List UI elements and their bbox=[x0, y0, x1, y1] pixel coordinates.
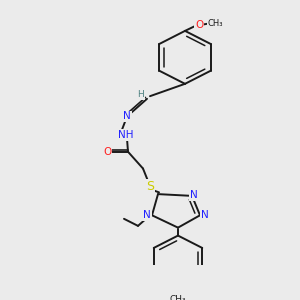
Text: N: N bbox=[143, 210, 151, 220]
Text: N: N bbox=[201, 210, 209, 220]
Text: NH: NH bbox=[118, 130, 134, 140]
Text: CH₃: CH₃ bbox=[170, 296, 186, 300]
Text: S: S bbox=[146, 180, 154, 193]
Text: CH₃: CH₃ bbox=[207, 19, 223, 28]
Text: O: O bbox=[195, 20, 203, 30]
Text: N: N bbox=[123, 112, 131, 122]
Text: H: H bbox=[138, 90, 144, 99]
Text: N: N bbox=[190, 190, 198, 200]
Text: O: O bbox=[103, 147, 111, 157]
